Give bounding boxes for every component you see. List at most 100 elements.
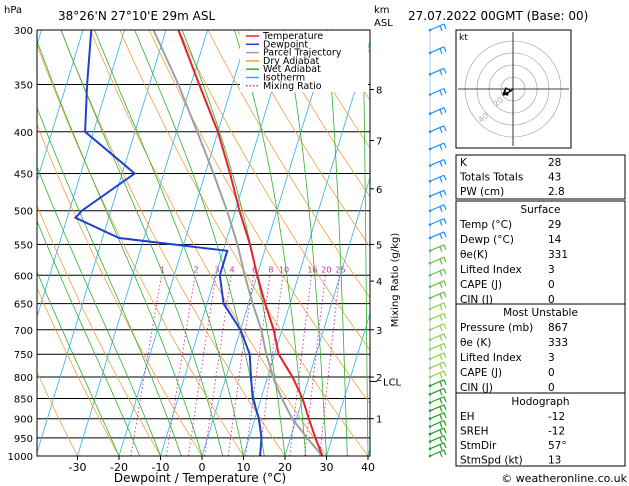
most-unstable-label: Lifted Index bbox=[460, 352, 522, 364]
wind-barb-flag bbox=[443, 204, 447, 210]
wind-barb-flag bbox=[443, 396, 447, 402]
wind-barb-flag bbox=[443, 435, 447, 441]
wind-barb-flag bbox=[443, 412, 447, 418]
wind-barb-flag bbox=[443, 88, 447, 94]
wind-barb-dot bbox=[428, 432, 432, 436]
wind-barb-shaft bbox=[429, 379, 445, 387]
wet-adiabat-line bbox=[37, 270, 120, 456]
x-tick-label: 30 bbox=[320, 461, 334, 474]
wind-barb-flag bbox=[443, 231, 447, 238]
hodograph-stat-label: StmSpd (kt) bbox=[460, 455, 523, 467]
index-value: 2.8 bbox=[548, 186, 565, 198]
wind-barb-dot bbox=[428, 147, 432, 151]
wind-barb-flag bbox=[439, 192, 443, 198]
wind-barb-shaft bbox=[429, 67, 445, 75]
dry-adiabat-line bbox=[148, 30, 370, 405]
isotherm-line bbox=[201, 30, 333, 456]
wind-barb-dot bbox=[428, 307, 432, 311]
hodograph-stat-label: StmDir bbox=[460, 440, 497, 452]
wind-barb-shaft bbox=[429, 158, 445, 167]
wind-barb-shaft bbox=[429, 231, 445, 239]
legend-label: Wet Adiabat bbox=[263, 64, 321, 75]
wind-barb-dot bbox=[428, 440, 432, 443]
x-tick-label: 0 bbox=[199, 461, 206, 474]
km-tick-label: 8 bbox=[376, 86, 382, 97]
mixing-ratio-label: 20 bbox=[321, 265, 331, 274]
dry-adiabat-line bbox=[37, 371, 78, 456]
surface-title: Surface bbox=[520, 204, 560, 216]
wind-barb-shaft bbox=[429, 218, 445, 226]
wind-barb-dot bbox=[428, 409, 432, 413]
hodograph-stat-label: EH bbox=[460, 411, 475, 423]
asl-label: ASL bbox=[374, 18, 393, 29]
x-tick-label: -20 bbox=[110, 461, 128, 474]
wind-barb-flag bbox=[443, 142, 447, 149]
x-tick-label: 10 bbox=[237, 461, 251, 474]
wind-barb-dot bbox=[428, 348, 432, 351]
parcel-trajectory-line bbox=[152, 30, 324, 456]
wind-barb-flag bbox=[443, 159, 447, 165]
most-unstable-value: 333 bbox=[548, 337, 568, 349]
wind-barb-shaft bbox=[429, 427, 445, 435]
wind-barb-flag bbox=[443, 379, 447, 386]
wind-barb-flag bbox=[443, 257, 447, 263]
wind-barb-shaft bbox=[429, 387, 445, 395]
wind-barb-shaft bbox=[429, 361, 445, 369]
wind-barb-shaft bbox=[429, 256, 445, 264]
wind-barb-flag bbox=[439, 127, 443, 134]
surface-label: θe(K) bbox=[460, 249, 488, 261]
km-tick-label: 1 bbox=[376, 415, 382, 426]
wind-barb-shaft bbox=[429, 435, 445, 443]
most-unstable-box bbox=[455, 303, 626, 394]
dry-adiabat-line bbox=[237, 30, 370, 248]
wind-barb-dot bbox=[428, 401, 432, 404]
wind-barb-dot bbox=[428, 223, 432, 226]
wind-barb-dot bbox=[428, 285, 432, 289]
wind-barb-dot bbox=[428, 164, 432, 167]
surface-label: CAPE (J) bbox=[460, 279, 502, 291]
wind-barb-flag bbox=[439, 304, 443, 311]
index-value: 43 bbox=[548, 172, 561, 184]
wind-barb-flag bbox=[443, 125, 447, 132]
wind-barb-dot bbox=[428, 384, 432, 388]
plot-frame bbox=[36, 29, 371, 457]
wind-barb-flag bbox=[439, 48, 443, 55]
isotherm-line bbox=[160, 30, 291, 456]
wind-barb-flag bbox=[439, 271, 443, 277]
wind-barb-dot bbox=[428, 417, 432, 421]
surface-value: 0 bbox=[548, 279, 555, 291]
wind-barb-flag bbox=[439, 414, 443, 420]
wind-barb-shaft bbox=[429, 142, 445, 150]
x-tick-label: -30 bbox=[69, 461, 87, 474]
wind-barb-dot bbox=[428, 249, 432, 253]
pressure-tick-label: 900 bbox=[14, 415, 33, 426]
hodograph-trace bbox=[501, 87, 514, 97]
x-axis-title: Dewpoint / Temperature (°C) bbox=[114, 471, 286, 485]
location-label: 38°26'N 27°10'E 29m ASL bbox=[58, 9, 215, 23]
legend-box bbox=[240, 31, 368, 92]
wind-barb-flag bbox=[439, 259, 443, 265]
wind-barb-flag bbox=[439, 335, 443, 341]
pressure-tick-label: 450 bbox=[14, 169, 33, 180]
wind-barb-shaft bbox=[429, 419, 445, 428]
mixing-ratio-line bbox=[289, 275, 312, 456]
wind-barb-shaft bbox=[429, 174, 445, 182]
wind-barb-flag bbox=[443, 361, 447, 368]
wind-barb-shaft bbox=[429, 396, 445, 404]
hodograph-storm-point bbox=[505, 92, 509, 96]
wind-barb-flag bbox=[443, 323, 447, 330]
wind-barb-flag bbox=[439, 381, 443, 388]
x-tick-label: -10 bbox=[152, 461, 170, 474]
most-unstable-value: 0 bbox=[548, 367, 555, 379]
wind-barb-shaft bbox=[429, 333, 445, 341]
temperature-line bbox=[177, 30, 324, 456]
wind-barb-dot bbox=[428, 112, 432, 115]
mixing-ratio-label: 3 bbox=[214, 265, 219, 274]
mixing-ratio-label: 16 bbox=[307, 265, 317, 274]
wind-barb-dot bbox=[428, 318, 432, 321]
isotherm-line bbox=[37, 30, 84, 183]
surface-label: CIN (J) bbox=[460, 294, 493, 306]
wind-barb-flag bbox=[439, 109, 443, 115]
wind-barb-shaft bbox=[429, 302, 445, 310]
wind-barb-dot bbox=[428, 195, 432, 198]
